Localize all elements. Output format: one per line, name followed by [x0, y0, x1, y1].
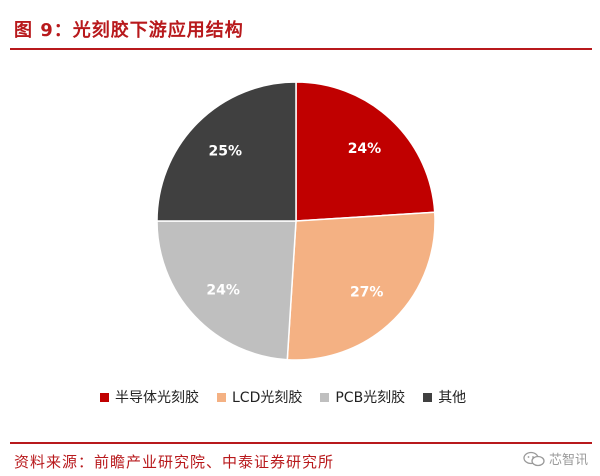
- pie-slice-4: [156, 81, 297, 222]
- wechat-icon: [523, 451, 545, 466]
- watermark: 芯智讯: [523, 449, 588, 468]
- pie-slice-1: [295, 81, 436, 222]
- footer-divider: [10, 442, 592, 444]
- legend-label: 其他: [438, 390, 467, 406]
- legend-swatch: [100, 392, 109, 402]
- title-bar: 图 9：光刻胶下游应用结构: [10, 8, 592, 50]
- source-note: 资料来源：前瞻产业研究院、中泰证券研究所: [14, 453, 335, 471]
- legend-label: 半导体光刻胶: [115, 390, 199, 406]
- data-label-2: 27%: [350, 285, 384, 301]
- data-label-3: 24%: [206, 282, 240, 298]
- legend-label: LCD光刻胶: [232, 390, 303, 406]
- legend-item-3: PCB光刻胶: [320, 387, 405, 407]
- pie-slice-3: [156, 220, 297, 361]
- pie-chart: 24% 27% 24% 25%: [156, 81, 436, 361]
- legend-item-1: 半导体光刻胶: [100, 387, 199, 407]
- legend-item-2: LCD光刻胶: [217, 387, 302, 407]
- data-label-4: 25%: [209, 143, 243, 159]
- watermark-text: 芯智讯: [548, 453, 588, 468]
- legend-swatch: [423, 392, 433, 402]
- data-label-1: 24%: [348, 141, 382, 157]
- title-divider: [10, 48, 592, 50]
- pie-slice-2: [286, 211, 436, 361]
- legend-item-4: 其他: [423, 387, 466, 407]
- legend-label: PCB光刻胶: [335, 390, 406, 406]
- legend-swatch: [217, 392, 226, 402]
- chart-legend: 半导体光刻胶 LCD光刻胶 PCB光刻胶 其他: [100, 385, 466, 409]
- chart-title: 图 9：光刻胶下游应用结构: [14, 20, 244, 41]
- legend-swatch: [320, 392, 330, 402]
